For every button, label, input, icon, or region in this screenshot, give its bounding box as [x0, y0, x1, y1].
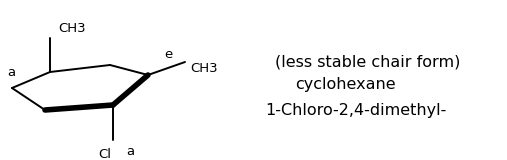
Text: cyclohexane: cyclohexane [295, 77, 395, 92]
Text: a: a [7, 67, 15, 80]
Text: CH3: CH3 [58, 21, 86, 35]
Text: a: a [126, 145, 134, 158]
Text: (less stable chair form): (less stable chair form) [275, 55, 460, 69]
Text: CH3: CH3 [190, 61, 218, 75]
Text: Cl: Cl [98, 148, 112, 160]
Text: e: e [164, 48, 172, 61]
Text: 1-Chloro-2,4-dimethyl-: 1-Chloro-2,4-dimethyl- [265, 103, 446, 117]
